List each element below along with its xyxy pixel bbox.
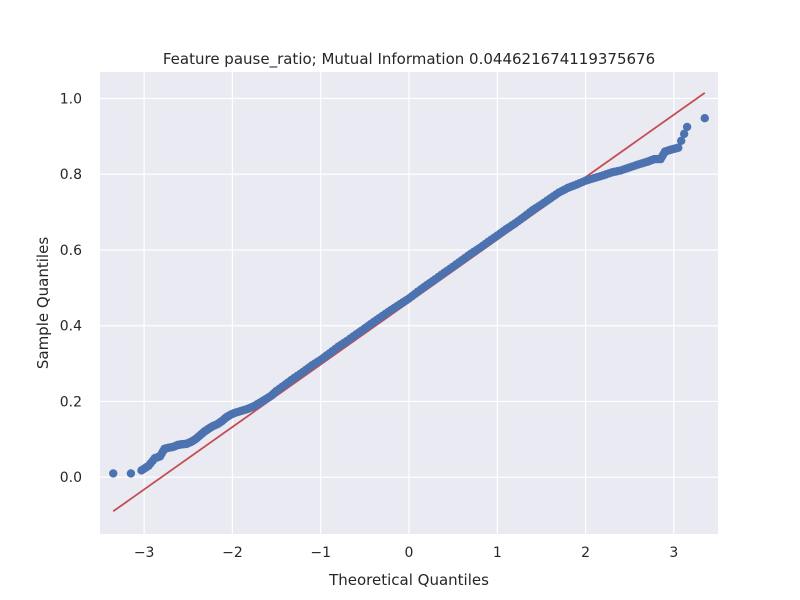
y-tick-label: 0.0 — [60, 470, 82, 486]
y-tick-label: 0.6 — [60, 243, 82, 259]
data-point — [677, 136, 686, 145]
chart-title: Feature pause_ratio; Mutual Information … — [163, 50, 655, 69]
grid-lines — [100, 72, 718, 534]
x-tick-label: 3 — [669, 545, 678, 561]
x-tick-label: 1 — [493, 545, 502, 561]
y-tick-label: 0.8 — [60, 167, 82, 183]
y-tick-label: 0.2 — [60, 394, 82, 410]
sample-points — [109, 114, 709, 478]
y-axis-label: Sample Quantiles — [34, 237, 52, 369]
y-tick-label: 0.4 — [60, 319, 82, 335]
x-tick-label: −2 — [222, 545, 243, 561]
y-tick-label: 1.0 — [60, 92, 82, 108]
data-point — [679, 129, 689, 139]
data-point — [674, 143, 683, 152]
data-point — [126, 469, 136, 478]
x-tick-label: 0 — [405, 545, 414, 561]
x-tick-label: 2 — [581, 545, 590, 561]
x-axis-label: Theoretical Quantiles — [328, 571, 489, 589]
data-point — [700, 114, 709, 123]
data-point — [109, 469, 118, 478]
x-axis-ticks: −3 −2 −1 0 1 2 3 — [134, 545, 678, 561]
x-tick-label: −1 — [310, 545, 331, 561]
x-tick-label: −3 — [134, 545, 155, 561]
y-axis-ticks: 0.0 0.2 0.4 0.6 0.8 1.0 — [60, 92, 82, 487]
data-point — [682, 122, 692, 132]
